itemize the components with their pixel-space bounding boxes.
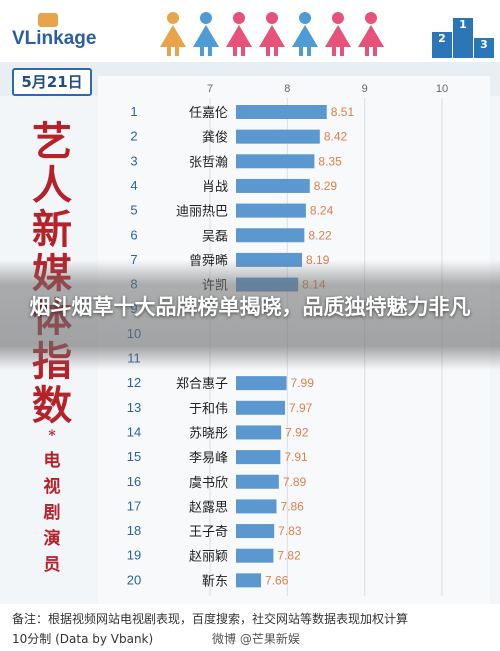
rank-label: 1 <box>130 104 137 119</box>
vertical-subtitle: 电 视 剧 演 员 <box>30 448 74 578</box>
rank-label: 15 <box>127 449 141 464</box>
podium-block-center: 1 <box>453 18 473 58</box>
category-label: 张哲瀚 <box>189 155 228 170</box>
title-char: 新 <box>32 206 72 253</box>
x-tick-label: 10 <box>436 83 448 95</box>
bar <box>236 524 275 539</box>
value-label: 7.99 <box>291 376 315 390</box>
category-label: 虞书欣 <box>189 476 228 491</box>
category-label: 李易峰 <box>189 451 228 466</box>
category-label: 靳东 <box>202 574 228 589</box>
value-label: 7.82 <box>277 549 301 563</box>
rank-label: 4 <box>130 178 137 193</box>
podium-block-right: 3 <box>474 38 494 58</box>
subtitle-char: 电 <box>43 451 61 471</box>
category-label: 郑合惠子 <box>176 377 228 392</box>
bar <box>236 450 281 465</box>
value-label: 8.42 <box>324 130 348 144</box>
person-icon <box>358 12 384 56</box>
value-label: 7.89 <box>283 475 307 489</box>
category-label: 王子奇 <box>189 524 228 540</box>
logo: VLinkage <box>12 28 97 49</box>
category-label: 吴磊 <box>202 229 228 244</box>
date-label: 5月21日 <box>12 68 92 96</box>
bar <box>236 228 305 243</box>
value-label: 7.91 <box>284 450 308 464</box>
rank-label: 7 <box>130 252 137 267</box>
bar <box>236 178 310 193</box>
person-icon <box>325 12 351 56</box>
title-char: 数 <box>32 382 72 429</box>
footer-note-line1: 备注：根据视频网站电视剧表现，百度搜索，社交网站等数据表现加权计算 <box>12 612 409 626</box>
person-icon <box>193 12 219 56</box>
podium-block-left: 2 <box>432 32 452 58</box>
header: VLinkage 2 1 3 <box>0 0 500 62</box>
category-label: 苏晓彤 <box>189 425 228 441</box>
person-icon <box>160 12 186 56</box>
rank-label: 17 <box>127 498 141 513</box>
title-overlay-band <box>0 260 500 370</box>
subtitle-char: 视 <box>43 477 61 497</box>
rank-label: 6 <box>130 227 137 242</box>
subtitle-char: 剧 <box>43 503 61 523</box>
footer-note-line2: 10分制 (Data by Vbank) <box>12 632 154 646</box>
bar <box>236 376 287 391</box>
value-label: 8.29 <box>314 179 338 193</box>
person-icon <box>292 12 318 56</box>
value-label: 8.35 <box>318 154 342 168</box>
bar <box>236 400 286 415</box>
title-char: 艺 <box>32 118 72 165</box>
footer <box>0 604 500 651</box>
bar <box>236 474 279 489</box>
category-label: 于和伟 <box>189 402 228 417</box>
category-label: 赵露思 <box>189 500 228 515</box>
subtitle-char: 演 <box>43 529 61 549</box>
x-tick-label: 8 <box>284 83 290 95</box>
rank-label: 5 <box>130 203 137 218</box>
footer-source: 微博 @芒果新娱 <box>212 632 300 646</box>
person-icon <box>259 12 285 56</box>
bar <box>236 203 306 218</box>
podium-icon: 2 1 3 <box>432 14 496 58</box>
person-icon <box>226 12 252 56</box>
value-label: 7.66 <box>265 573 289 587</box>
logo-mark-icon <box>38 13 58 27</box>
rank-label: 20 <box>127 572 141 587</box>
value-label: 8.24 <box>310 204 334 218</box>
category-label: 任嘉伦 <box>189 106 228 121</box>
title-char: 人 <box>32 162 72 209</box>
bar <box>236 105 327 119</box>
category-label: 赵丽颖 <box>189 550 228 565</box>
title-star: * <box>48 428 56 444</box>
category-label: 龚俊 <box>202 131 228 146</box>
bar <box>236 129 320 144</box>
bar <box>236 154 315 169</box>
rank-label: 13 <box>127 400 141 415</box>
bar <box>236 425 282 440</box>
x-tick-label: 9 <box>362 83 368 95</box>
bar <box>236 573 262 588</box>
value-label: 8.51 <box>331 105 355 119</box>
rank-label: 14 <box>127 424 141 439</box>
rank-label: 2 <box>130 129 137 144</box>
rank-label: 3 <box>130 153 137 168</box>
rank-label: 12 <box>127 375 141 390</box>
value-label: 7.86 <box>281 499 305 513</box>
subtitle-char: 员 <box>43 555 61 575</box>
value-label: 7.92 <box>285 425 309 439</box>
value-label: 7.97 <box>289 401 313 415</box>
bar <box>236 499 277 514</box>
rank-label: 16 <box>127 474 141 489</box>
category-label: 肖战 <box>202 180 228 195</box>
x-tick-label: 7 <box>207 83 213 95</box>
overlay-title: 烟斗烟草十大品牌榜单揭晓，品质独特魅力非凡 <box>29 295 471 319</box>
bar <box>236 548 274 563</box>
rank-label: 19 <box>127 548 141 563</box>
value-label: 7.83 <box>278 524 302 538</box>
category-label: 迪丽热巴 <box>176 205 228 220</box>
value-label: 8.22 <box>308 228 332 242</box>
rank-label: 18 <box>127 523 141 538</box>
